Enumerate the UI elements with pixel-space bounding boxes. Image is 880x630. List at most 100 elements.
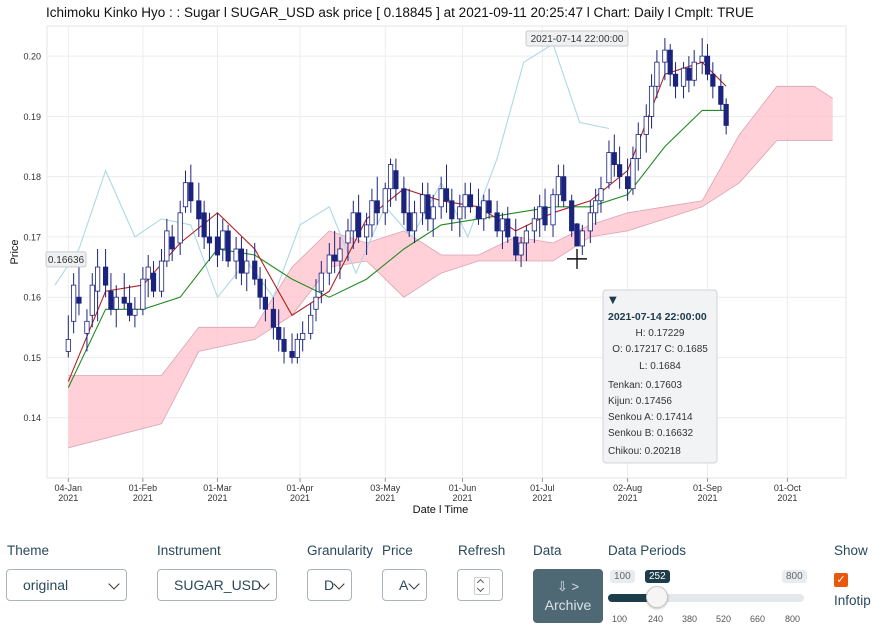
spinner-icon[interactable] — [474, 577, 490, 595]
slider-handle[interactable] — [646, 586, 668, 608]
candle — [425, 182, 431, 231]
archive-button[interactable]: ⇩ > Archive — [533, 569, 603, 623]
theme-label: Theme — [7, 543, 50, 558]
candle-body — [113, 296, 119, 310]
candle — [654, 50, 660, 99]
download-icon: ⇩ > — [556, 578, 580, 594]
candle-body — [196, 200, 202, 220]
candle — [393, 158, 399, 201]
candle — [401, 176, 407, 225]
candle — [158, 248, 165, 298]
x-tick-label: 01-Apr — [287, 483, 314, 493]
candle — [276, 309, 282, 352]
candle-body — [691, 61, 697, 81]
candle — [555, 164, 561, 207]
candle-body — [686, 67, 692, 81]
candle-body — [337, 248, 343, 262]
candle-body — [513, 236, 519, 256]
candle — [350, 200, 356, 249]
candle — [126, 285, 133, 322]
x-tick-label: 01-Jun — [449, 483, 477, 493]
candle — [449, 188, 455, 231]
price-select[interactable]: A — [382, 569, 427, 601]
slider-track[interactable] — [608, 594, 804, 602]
theme-select[interactable]: original — [6, 569, 127, 601]
candle — [537, 194, 543, 237]
hover-layer: 2021-07-14 22:00:00 0.16636 ▼ 2021-07-14 22… — [45, 30, 718, 464]
x-tick-label: 2021 — [290, 493, 310, 503]
candle-body — [289, 351, 295, 358]
refresh-label: Refresh — [458, 543, 506, 558]
candle — [718, 74, 724, 111]
candle — [102, 248, 109, 298]
candle-body — [89, 284, 95, 316]
candle — [140, 267, 146, 316]
hover-y-label: 0.16636 — [45, 251, 87, 268]
candle-body — [369, 200, 375, 226]
candle-body — [523, 230, 530, 244]
candle-body — [140, 278, 146, 310]
candle-body — [158, 260, 165, 292]
candle — [387, 158, 394, 207]
candle-body — [625, 176, 631, 190]
candle — [542, 188, 548, 231]
candle — [281, 327, 287, 364]
candle-body — [332, 254, 338, 262]
candle-body — [449, 200, 455, 220]
candle-body — [537, 206, 543, 220]
infotip-checkbox[interactable]: ✓ — [834, 573, 848, 587]
candle-body — [65, 338, 71, 352]
candle — [411, 200, 418, 243]
tooltip-marker-icon: ▼ — [609, 295, 617, 306]
candle — [270, 297, 276, 340]
candle — [150, 261, 157, 298]
candle-body — [680, 67, 687, 87]
candle — [294, 333, 300, 364]
ichimoku-chart[interactable]: 0.140.150.160.170.180.190.2004-Jan202101… — [0, 0, 880, 530]
candle — [550, 188, 556, 237]
slider-min-label: 100 — [610, 570, 635, 583]
candle — [635, 122, 641, 171]
candle — [419, 182, 426, 225]
candle-body — [593, 200, 599, 214]
candle-body — [350, 212, 356, 232]
candle — [667, 44, 673, 87]
data-periods-label: Data Periods — [608, 543, 687, 558]
candle-body — [252, 260, 258, 280]
x-tick-label: 2021 — [58, 493, 78, 503]
candle — [406, 188, 412, 237]
y-tick-label: 0.18 — [23, 172, 41, 182]
x-tick-label: 01-Mar — [203, 483, 232, 493]
chevron-down-icon — [408, 578, 420, 590]
candle — [686, 56, 692, 93]
candle — [518, 236, 524, 268]
granularity-select[interactable]: D — [307, 569, 352, 601]
tooltip-line: Kijun: 0.17456 — [608, 396, 672, 407]
candle — [345, 218, 351, 262]
candle-body — [182, 182, 189, 208]
candle — [233, 236, 239, 280]
candle-body — [561, 176, 567, 202]
candle-body — [710, 73, 716, 87]
candle — [95, 248, 101, 322]
candle — [494, 200, 500, 237]
candle — [625, 158, 631, 201]
candle — [382, 182, 388, 225]
candle-body — [177, 212, 183, 244]
candle — [457, 194, 463, 237]
candle-body — [494, 212, 500, 232]
candle-body — [569, 200, 575, 232]
candle-body — [71, 284, 77, 322]
granularity-label: Granularity — [307, 543, 374, 558]
instrument-select[interactable]: SUGAR_USD — [157, 569, 277, 601]
refresh-number-input[interactable] — [457, 569, 503, 601]
candle-body — [574, 223, 580, 247]
theme-select-value: original — [23, 577, 69, 593]
data-periods-slider[interactable]: 100 252 800 100 240 380 520 660 800 — [608, 566, 808, 628]
candle — [169, 224, 175, 262]
candle — [569, 194, 575, 237]
candle — [630, 146, 636, 195]
slider-fill — [608, 594, 658, 602]
y-tick-label: 0.16 — [23, 293, 41, 303]
candle — [65, 315, 71, 358]
